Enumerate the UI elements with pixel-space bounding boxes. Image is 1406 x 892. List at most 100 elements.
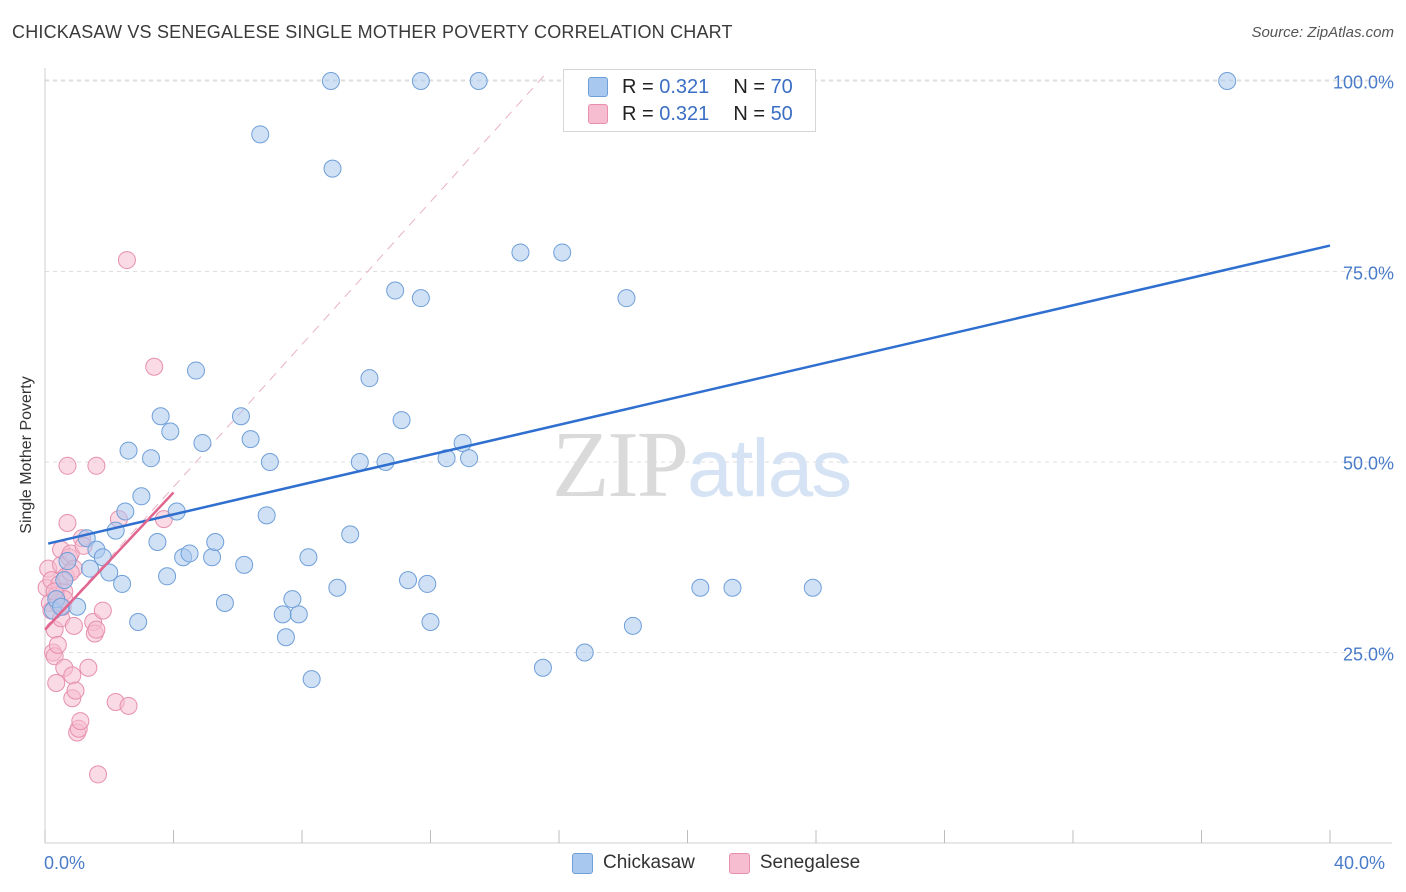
chickasaw-point-46 — [350, 453, 369, 471]
watermark-zip: ZIP — [552, 413, 689, 517]
chickasaw-point-3 — [55, 571, 74, 590]
chickasaw-point-43 — [323, 159, 342, 178]
chickasaw-point-25 — [186, 361, 205, 380]
r-value: 0.321 — [659, 75, 710, 98]
senegalese-point-30 — [71, 712, 90, 731]
watermark: ZIPatlas — [552, 410, 852, 519]
y-tick-label-100: 100.0% — [1332, 72, 1394, 93]
chickasaw-point-7 — [80, 559, 99, 578]
chickasaw-point-37 — [276, 628, 295, 647]
senegalese-point-39 — [93, 601, 112, 620]
n-value: 70 — [770, 75, 793, 98]
chickasaw-point-47 — [360, 369, 379, 388]
senegalese-point-36 — [87, 620, 106, 639]
chickasaw-point-36 — [273, 605, 292, 624]
chickasaw-point-44 — [328, 578, 347, 597]
n-value: 50 — [770, 102, 793, 125]
legend-row-senegalese: R = 0.321 N = 50 — [588, 101, 793, 127]
chickasaw-point-38 — [283, 590, 302, 609]
senegalese-reference-diagonal — [44, 73, 547, 630]
chickasaw-point-41 — [302, 670, 321, 689]
senegalese-point-38 — [89, 765, 108, 784]
chickasaw-point-51 — [399, 571, 418, 590]
senegalese-point-26 — [64, 616, 83, 635]
chickasaw-point-42 — [321, 72, 340, 90]
chickasaw-point-53 — [411, 289, 430, 308]
chickasaw-point-18 — [148, 533, 167, 552]
chickasaw-point-17 — [142, 449, 161, 468]
chickasaw-point-55 — [421, 613, 440, 632]
y-tick-label-25: 25.0% — [1342, 644, 1394, 664]
stats-legend: R = 0.321 N = 70 R = 0.321 N = 50 — [563, 69, 816, 132]
senegalese-swatch — [728, 852, 750, 874]
chickasaw-point-26 — [193, 433, 212, 452]
chickasaw-point-66 — [691, 578, 710, 597]
chickasaw-point-13 — [116, 502, 135, 521]
chickasaw-point-60 — [511, 243, 530, 262]
chickasaw-point-54 — [418, 574, 437, 593]
senegalese-swatch — [588, 104, 608, 124]
chickasaw-point-32 — [241, 430, 260, 449]
chickasaw-point-50 — [392, 411, 411, 430]
n-label: N = — [733, 75, 765, 98]
chickasaw-point-5 — [68, 597, 87, 616]
chickasaw-point-64 — [617, 289, 636, 308]
chickasaw-point-35 — [260, 453, 279, 471]
chickasaw-point-67 — [723, 578, 742, 597]
chickasaw-point-4 — [58, 552, 77, 571]
chart-title: CHICKASAW VS SENEGALESE SINGLE MOTHER PO… — [12, 22, 733, 42]
r-label: R = — [622, 102, 654, 125]
chickasaw-point-33 — [251, 125, 270, 144]
chickasaw-point-16 — [132, 487, 151, 506]
senegalese-point-42 — [119, 696, 138, 715]
chickasaw-swatch — [588, 77, 608, 97]
watermark-atlas: atlas — [687, 423, 852, 514]
chickasaw-trend-line — [47, 244, 1331, 545]
chickasaw-point-52 — [411, 72, 430, 90]
series-legend: Chickasaw Senegalese — [572, 852, 894, 874]
trend-lines — [44, 244, 1331, 631]
senegalese-point-20 — [58, 456, 77, 475]
senegalese-point-44 — [145, 357, 164, 376]
legend-label-senegalese: Senegalese — [759, 852, 861, 873]
chickasaw-point-28 — [206, 533, 225, 552]
chickasaw-point-29 — [215, 593, 234, 612]
chickasaw-point-15 — [129, 613, 148, 632]
senegalese-point-23 — [63, 666, 82, 685]
chickasaw-point-45 — [341, 525, 360, 544]
reference-diagonal — [44, 73, 547, 630]
chickasaw-point-40 — [299, 548, 318, 567]
chickasaw-point-30 — [231, 407, 250, 426]
x-tick-label-max: 40.0% — [1334, 853, 1386, 873]
y-tick-label-75: 75.0% — [1342, 263, 1394, 283]
legend-row-chickasaw: R = 0.321 N = 70 — [588, 74, 793, 100]
chickasaw-point-24 — [180, 544, 199, 563]
y-tick-label-50: 50.0% — [1342, 453, 1394, 474]
chickasaw-point-14 — [119, 441, 138, 460]
chickasaw-point-20 — [158, 567, 177, 586]
r-label: R = — [622, 75, 654, 98]
y-axis-label: Single Mother Poverty — [18, 376, 35, 534]
chickasaw-point-62 — [553, 243, 572, 262]
senegalese-point-43 — [117, 251, 136, 270]
senegalese-point-27 — [66, 681, 85, 700]
chickasaw-point-69 — [1218, 72, 1237, 90]
chickasaw-point-21 — [161, 422, 180, 441]
chickasaw-swatch — [572, 852, 593, 874]
chickasaw-point-48 — [376, 453, 395, 471]
legend-item-chickasaw: Chickasaw — [572, 852, 695, 874]
chickasaw-point-68 — [803, 578, 822, 597]
senegalese-point-19 — [58, 513, 77, 532]
chickasaw-point-65 — [623, 616, 642, 635]
chickasaw-point-31 — [235, 555, 254, 574]
senegalese-point-10 — [48, 635, 67, 654]
n-label: N = — [733, 102, 765, 125]
chickasaw-point-61 — [533, 658, 552, 677]
x-tick-label-min: 0.0% — [44, 853, 86, 873]
chickasaw-point-12 — [113, 574, 132, 593]
axes — [44, 68, 1392, 844]
chickasaw-point-39 — [289, 605, 308, 624]
chickasaw-point-11 — [106, 521, 125, 540]
chickasaw-point-58 — [460, 449, 479, 468]
